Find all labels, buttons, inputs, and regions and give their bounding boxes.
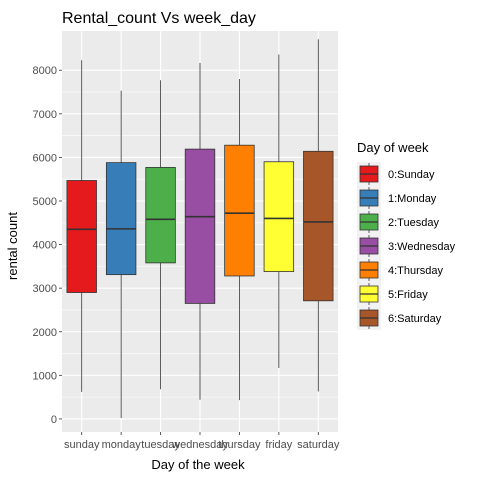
y-tick-label: 5000 — [33, 196, 57, 208]
legend-label: 5:Friday — [388, 289, 428, 301]
legend-label: 0:Sunday — [388, 169, 435, 181]
box-iqr — [303, 150, 334, 302]
y-tick-label: 3000 — [33, 283, 57, 295]
box-saturday — [303, 39, 334, 392]
box-iqr — [224, 144, 255, 277]
chart-title: Rental_count Vs week_day — [62, 10, 256, 27]
legend-label: 3:Wednesday — [388, 241, 456, 253]
legend-title: Day of week — [357, 140, 429, 155]
y-tick-label: 7000 — [33, 109, 57, 121]
x-tick-label: wednesday — [171, 439, 228, 451]
box-sunday — [66, 60, 97, 392]
y-axis: 0 1000 2000 3000 4000 5000 6000 7000 8000 — [33, 65, 62, 426]
x-axis-title: Day of the week — [151, 457, 245, 472]
box-iqr — [66, 180, 97, 293]
x-tick-label: sunday — [64, 439, 100, 451]
legend: Day of week 0:Sunday 1:Monday 2:Tuesday 3:W… — [357, 140, 456, 330]
y-tick-label: 2000 — [33, 327, 57, 339]
legend-item: 4:Thursday — [357, 258, 444, 282]
legend-label: 2:Tuesday — [388, 217, 439, 229]
legend-item: 1:Monday — [357, 186, 437, 210]
y-axis-title: rental count — [5, 212, 20, 280]
box-monday — [105, 90, 137, 419]
box-series — [66, 39, 334, 419]
box-tuesday — [145, 80, 176, 390]
legend-label: 4:Thursday — [388, 265, 444, 277]
legend-item: 5:Friday — [357, 282, 428, 306]
y-tick-label: 8000 — [33, 65, 57, 77]
box-friday — [263, 54, 295, 368]
y-tick-label: 6000 — [33, 152, 57, 164]
x-tick-label: thursday — [218, 439, 261, 451]
legend-label: 1:Monday — [388, 193, 437, 205]
box-iqr — [145, 167, 176, 264]
x-tick-label: tuesday — [141, 439, 180, 451]
box-wednesday — [184, 62, 216, 400]
y-tick-label: 0 — [51, 414, 57, 426]
x-tick-label: friday — [265, 439, 292, 451]
legend-label: 6:Saturday — [388, 313, 442, 325]
box-iqr — [184, 148, 216, 304]
legend-item: 2:Tuesday — [357, 210, 439, 234]
box-thursday — [224, 78, 255, 401]
x-tick-label: saturday — [297, 439, 340, 451]
legend-item: 0:Sunday — [357, 162, 435, 186]
legend-item: 6:Saturday — [357, 306, 442, 330]
box-iqr — [263, 161, 295, 272]
y-tick-label: 4000 — [33, 240, 57, 252]
box-iqr — [105, 162, 137, 276]
y-tick-label: 1000 — [33, 370, 57, 382]
legend-item: 3:Wednesday — [357, 234, 456, 258]
x-tick-label: monday — [102, 439, 142, 451]
